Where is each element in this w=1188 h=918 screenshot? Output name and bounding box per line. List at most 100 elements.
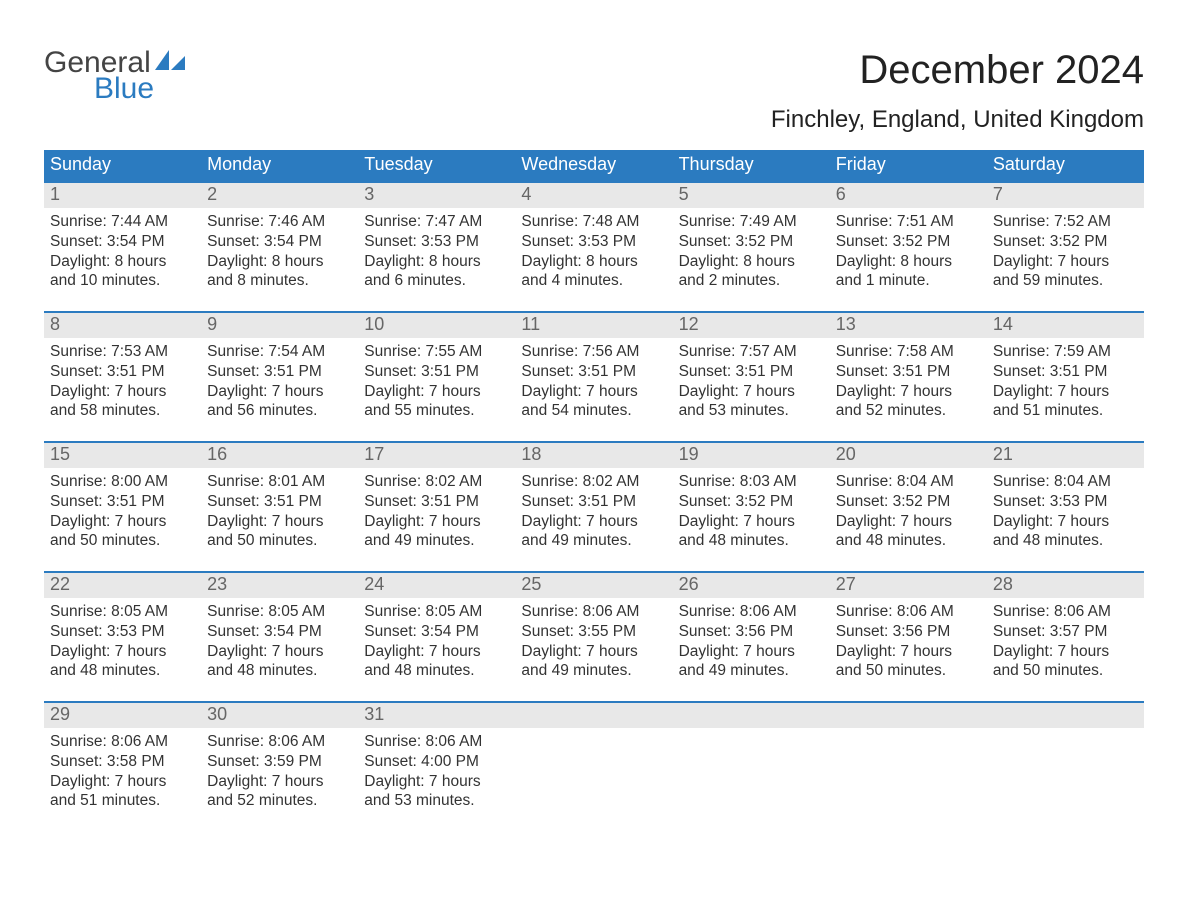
sunrise-label: Sunrise: <box>207 473 268 490</box>
daylight-line1: Daylight: 8 hours <box>679 252 824 272</box>
daylight-line1: Daylight: 7 hours <box>364 512 509 532</box>
daylight-line2: and 4 minutes. <box>521 271 666 291</box>
day-number-row: 24 <box>358 573 515 598</box>
sunset-line: Sunset: 3:51 PM <box>50 362 195 382</box>
sunrise-line: Sunrise: 8:02 AM <box>364 472 509 492</box>
day-number-row: 29 <box>44 703 201 728</box>
daylight-label: Daylight: <box>207 773 272 790</box>
day-number-row: 7 <box>987 183 1144 208</box>
daylight-label: Daylight: <box>50 643 115 660</box>
calendar-header-cell: Thursday <box>673 150 830 181</box>
sunset-value: 3:53 PM <box>421 233 479 250</box>
calendar-header-cell: Saturday <box>987 150 1144 181</box>
daylight-label: Daylight: <box>679 513 744 530</box>
sunrise-value: 8:06 AM <box>1054 603 1111 620</box>
sunset-label: Sunset: <box>50 623 107 640</box>
daylight-line2: and 52 minutes. <box>207 791 352 811</box>
calendar-day: 18Sunrise: 8:02 AMSunset: 3:51 PMDayligh… <box>515 443 672 571</box>
sunrise-value: 7:53 AM <box>111 343 168 360</box>
sunset-label: Sunset: <box>207 233 264 250</box>
sunrise-line: Sunrise: 8:05 AM <box>364 602 509 622</box>
calendar-day: 8Sunrise: 7:53 AMSunset: 3:51 PMDaylight… <box>44 313 201 441</box>
daylight-label: Daylight: <box>207 383 272 400</box>
sunset-label: Sunset: <box>679 493 736 510</box>
day-number-row: 20 <box>830 443 987 468</box>
daylight-line1: Daylight: 7 hours <box>207 642 352 662</box>
daylight-label: Daylight: <box>679 253 744 270</box>
calendar-day <box>830 703 987 831</box>
day-number-row: 5 <box>673 183 830 208</box>
daylight-line2: and 55 minutes. <box>364 401 509 421</box>
daylight-line2: and 48 minutes. <box>207 661 352 681</box>
calendar-day: 26Sunrise: 8:06 AMSunset: 3:56 PMDayligh… <box>673 573 830 701</box>
calendar-week: 8Sunrise: 7:53 AMSunset: 3:51 PMDaylight… <box>44 311 1144 441</box>
daylight-value-1: 7 hours <box>586 513 638 530</box>
daylight-line2: and 10 minutes. <box>50 271 195 291</box>
sunset-value: 3:53 PM <box>1050 493 1108 510</box>
sunset-value: 3:51 PM <box>264 363 322 380</box>
sunrise-value: 7:52 AM <box>1054 213 1111 230</box>
day-number-row: 10 <box>358 313 515 338</box>
sunrise-label: Sunrise: <box>207 733 268 750</box>
sunset-line: Sunset: 3:51 PM <box>207 492 352 512</box>
day-details: Sunrise: 7:47 AMSunset: 3:53 PMDaylight:… <box>364 212 509 291</box>
sunset-value: 3:58 PM <box>107 753 165 770</box>
daylight-label: Daylight: <box>364 383 429 400</box>
daylight-value-1: 7 hours <box>272 383 324 400</box>
daylight-value-1: 8 hours <box>586 253 638 270</box>
sunset-value: 3:52 PM <box>735 493 793 510</box>
daylight-line1: Daylight: 8 hours <box>50 252 195 272</box>
calendar: SundayMondayTuesdayWednesdayThursdayFrid… <box>44 150 1144 831</box>
daylight-line1: Daylight: 7 hours <box>993 382 1138 402</box>
sunrise-value: 8:06 AM <box>268 733 325 750</box>
sunset-label: Sunset: <box>50 753 107 770</box>
daylight-value-1: 7 hours <box>115 383 167 400</box>
sunrise-line: Sunrise: 7:51 AM <box>836 212 981 232</box>
daylight-line1: Daylight: 7 hours <box>50 642 195 662</box>
sunrise-label: Sunrise: <box>993 603 1054 620</box>
day-number-row: 18 <box>515 443 672 468</box>
sunrise-value: 8:05 AM <box>111 603 168 620</box>
sunrise-line: Sunrise: 7:54 AM <box>207 342 352 362</box>
daylight-label: Daylight: <box>207 513 272 530</box>
sunset-value: 3:51 PM <box>107 363 165 380</box>
daylight-label: Daylight: <box>207 253 272 270</box>
day-number: 29 <box>50 704 70 724</box>
calendar-day: 16Sunrise: 8:01 AMSunset: 3:51 PMDayligh… <box>201 443 358 571</box>
day-details: Sunrise: 7:46 AMSunset: 3:54 PMDaylight:… <box>207 212 352 291</box>
sunset-line: Sunset: 4:00 PM <box>364 752 509 772</box>
daylight-line1: Daylight: 7 hours <box>50 772 195 792</box>
day-number: 22 <box>50 574 70 594</box>
daylight-label: Daylight: <box>836 383 901 400</box>
day-number: 12 <box>679 314 699 334</box>
day-details: Sunrise: 8:06 AMSunset: 3:59 PMDaylight:… <box>207 732 352 811</box>
sunset-value: 3:51 PM <box>893 363 951 380</box>
daylight-label: Daylight: <box>50 513 115 530</box>
sunrise-value: 8:06 AM <box>111 733 168 750</box>
sunset-label: Sunset: <box>50 233 107 250</box>
sunrise-label: Sunrise: <box>50 473 111 490</box>
day-number: 16 <box>207 444 227 464</box>
calendar-day: 23Sunrise: 8:05 AMSunset: 3:54 PMDayligh… <box>201 573 358 701</box>
sunrise-value: 8:06 AM <box>583 603 640 620</box>
day-number-row: 23 <box>201 573 358 598</box>
daylight-line2: and 51 minutes. <box>50 791 195 811</box>
sunrise-label: Sunrise: <box>993 213 1054 230</box>
sunset-line: Sunset: 3:52 PM <box>993 232 1138 252</box>
sunrise-value: 8:05 AM <box>425 603 482 620</box>
day-details: Sunrise: 8:06 AMSunset: 3:56 PMDaylight:… <box>679 602 824 681</box>
day-number: 6 <box>836 184 846 204</box>
sunset-line: Sunset: 3:58 PM <box>50 752 195 772</box>
sunset-line: Sunset: 3:53 PM <box>364 232 509 252</box>
day-number: 24 <box>364 574 384 594</box>
sunset-line: Sunset: 3:54 PM <box>207 622 352 642</box>
sunrise-label: Sunrise: <box>50 733 111 750</box>
day-details: Sunrise: 7:56 AMSunset: 3:51 PMDaylight:… <box>521 342 666 421</box>
day-details: Sunrise: 7:59 AMSunset: 3:51 PMDaylight:… <box>993 342 1138 421</box>
day-details: Sunrise: 7:53 AMSunset: 3:51 PMDaylight:… <box>50 342 195 421</box>
day-details: Sunrise: 8:04 AMSunset: 3:53 PMDaylight:… <box>993 472 1138 551</box>
sunrise-label: Sunrise: <box>207 603 268 620</box>
daylight-line1: Daylight: 7 hours <box>364 642 509 662</box>
sunrise-value: 8:02 AM <box>425 473 482 490</box>
day-number-row: 13 <box>830 313 987 338</box>
